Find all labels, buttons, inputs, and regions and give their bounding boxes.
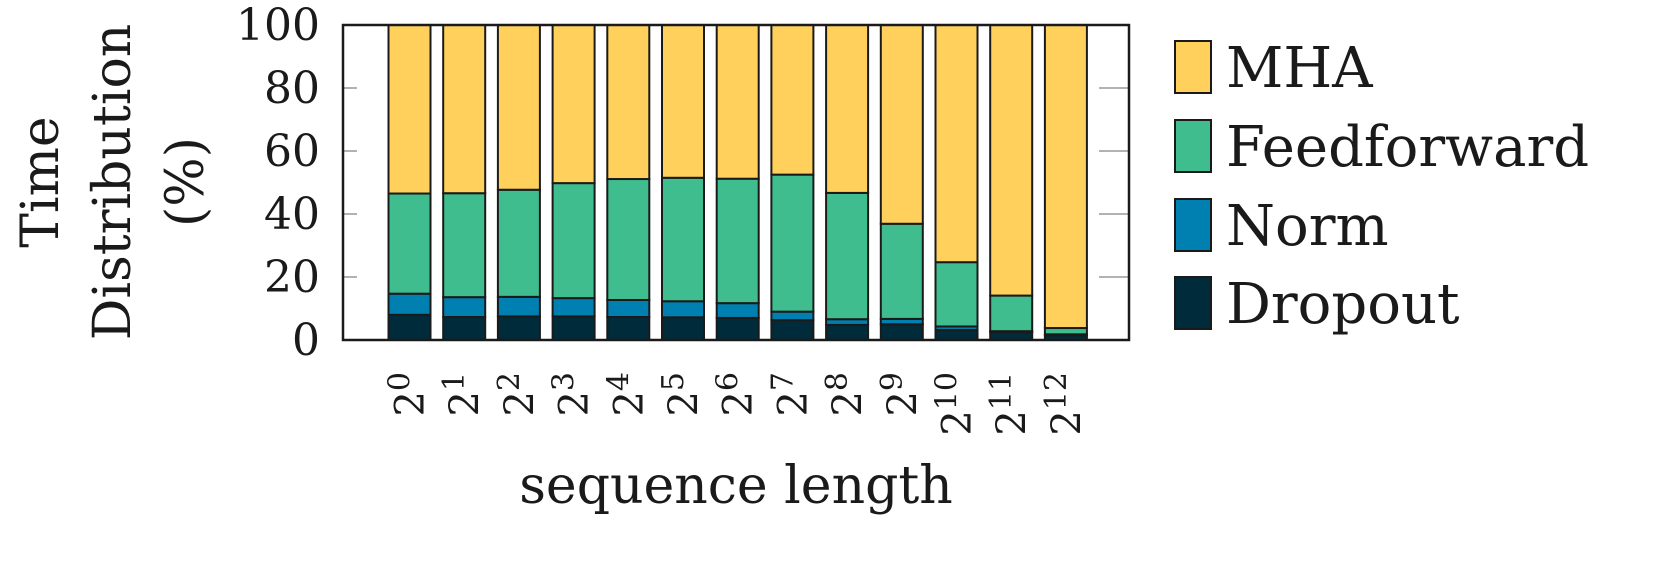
bar-segment-mha	[934, 24, 979, 264]
bar-segment-mha	[496, 24, 541, 191]
x-tick-label: 211	[984, 372, 1035, 436]
x-tick-label-text: 29	[875, 372, 926, 417]
bar-segment-mha	[989, 24, 1034, 297]
bar-segment-feedforward	[661, 176, 705, 303]
x-tick-label-text: 23	[547, 372, 598, 417]
bar-segment-feedforward	[496, 188, 541, 298]
y-tick-label: 20	[264, 252, 320, 303]
x-axis-title: sequence length	[519, 456, 953, 516]
legend: MHA Feedforward Norm Dropout	[1174, 36, 1589, 337]
y-tick-label: 60	[264, 126, 320, 177]
bar-segment-norm	[715, 302, 760, 319]
bar-segment-mha	[606, 24, 651, 181]
x-tick-label: 21	[437, 372, 488, 417]
x-tick-label-text: 212	[1039, 372, 1090, 436]
bar-segment-norm	[442, 296, 487, 319]
bar-segment-dropout	[934, 328, 979, 342]
bar-segment-norm	[606, 298, 651, 319]
bar-segment-feedforward	[442, 192, 487, 299]
x-tick-label-text: 24	[601, 372, 652, 417]
plot-frame	[341, 23, 1131, 342]
x-tick-label: 22	[492, 372, 543, 417]
bar-segment-norm	[770, 310, 815, 322]
bar-segment-feedforward	[606, 178, 651, 301]
x-tick-label-text: 211	[984, 372, 1035, 436]
bar-segment-dropout	[387, 313, 432, 341]
x-tick-label: 212	[1039, 372, 1090, 436]
legend-swatch-norm	[1174, 198, 1212, 252]
y-axis-title-text: Distribution	[83, 24, 143, 341]
bar-segment-dropout	[825, 323, 870, 342]
x-tick-label-text: 21	[437, 372, 488, 417]
x-tick-label: 27	[765, 372, 816, 417]
x-tick-label-text: 28	[820, 372, 871, 417]
bar-segment-norm	[387, 292, 432, 316]
x-tick-label: 28	[820, 372, 871, 417]
bars-group	[387, 24, 1088, 342]
bar-segment-dropout	[715, 316, 760, 342]
bar-segment-feedforward	[770, 173, 815, 313]
bar-segment-dropout	[879, 323, 924, 341]
legend-label-mha: MHA	[1226, 36, 1373, 101]
bar-segment-feedforward	[989, 294, 1034, 333]
y-axis-title-line: Distribution	[83, 24, 143, 341]
bar-segment-mha	[879, 24, 924, 225]
y-tick-label: 0	[292, 315, 320, 366]
bar-segment-mha	[442, 24, 487, 195]
bar-segment-feedforward	[715, 177, 760, 305]
y-axis-title-text: Time	[11, 116, 71, 247]
x-tick-label: 210	[930, 372, 981, 436]
bar-segment-dropout	[661, 316, 705, 342]
bar-segment-norm	[661, 300, 705, 319]
bar-segment-norm	[496, 295, 541, 318]
y-tick-label: 40	[264, 189, 320, 240]
legend-swatch-mha	[1174, 40, 1212, 94]
bar-segment-dropout	[551, 315, 596, 341]
x-tick-label-text: 26	[711, 372, 762, 417]
x-tick-label-text: 210	[930, 372, 981, 436]
bar-segment-mha	[770, 24, 815, 176]
legend-swatch-dropout	[1174, 276, 1212, 330]
bar-segment-dropout	[606, 316, 651, 342]
y-axis-title-text: (%)	[156, 137, 216, 227]
bar-segment-feedforward	[934, 261, 979, 328]
y-tick-label: 100	[236, 0, 320, 51]
bar-segment-dropout	[442, 316, 487, 342]
y-axis-title-line: Time	[11, 116, 71, 247]
x-tick-label-text: 22	[492, 372, 543, 417]
bar-segment-mha	[661, 24, 705, 179]
bar-segment-dropout	[770, 319, 815, 341]
x-tick-label-text: 27	[765, 372, 816, 417]
bar-segment-mha	[825, 24, 870, 194]
bar-segment-mha	[551, 24, 596, 185]
legend-label-dropout: Dropout	[1226, 272, 1460, 337]
bar-segment-feedforward	[551, 182, 596, 300]
legend-swatch-feedforward	[1174, 119, 1212, 173]
bar-segment-mha	[715, 24, 760, 180]
bar-segment-feedforward	[387, 192, 432, 295]
x-tick-label: 25	[656, 372, 707, 417]
x-tick-label: 29	[875, 372, 926, 417]
x-tick-label: 26	[711, 372, 762, 417]
y-tick-label: 80	[264, 63, 320, 114]
x-tick-label: 20	[383, 372, 434, 417]
x-tick-label: 24	[601, 372, 652, 417]
legend-label-feedforward: Feedforward	[1226, 115, 1589, 180]
bar-segment-dropout	[496, 315, 541, 341]
x-tick-label: 23	[547, 372, 598, 417]
x-tick-label-text: 20	[383, 372, 434, 417]
bar-segment-feedforward	[879, 222, 924, 320]
bar-segment-mha	[1043, 24, 1088, 330]
legend-label-norm: Norm	[1226, 194, 1389, 259]
bar-segment-mha	[387, 24, 432, 195]
bar-segment-norm	[551, 297, 596, 318]
y-axis-title-line: (%)	[156, 137, 216, 227]
x-tick-label-text: 25	[656, 372, 707, 417]
bar-segment-feedforward	[825, 191, 870, 321]
